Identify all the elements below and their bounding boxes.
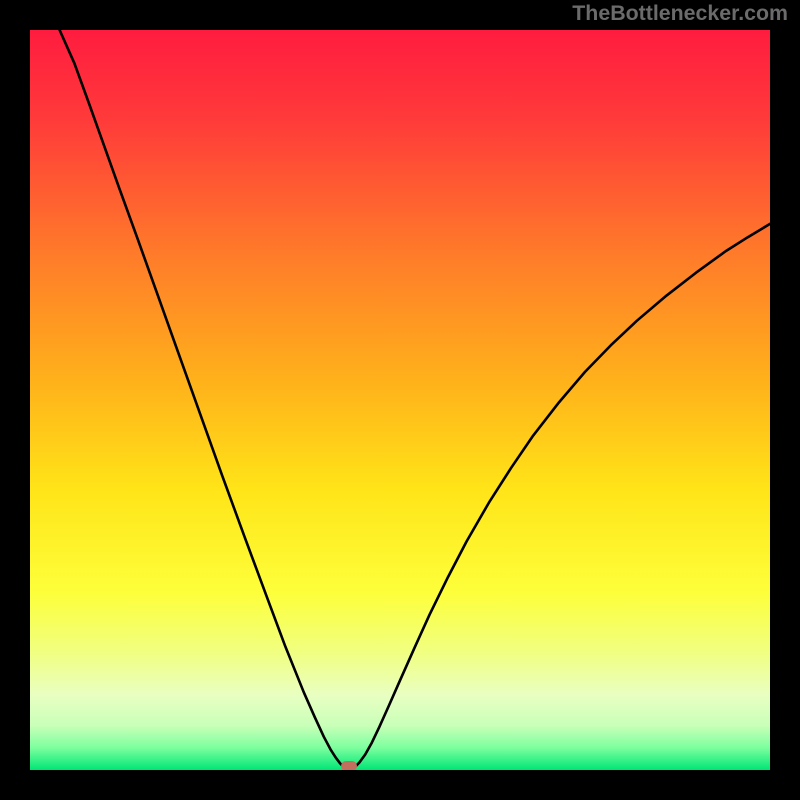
frame-border-left (0, 0, 30, 800)
watermark-text: TheBottlenecker.com (572, 1, 788, 26)
curve-layer (30, 30, 770, 770)
bathtub-curve (60, 30, 770, 769)
optimum-marker (341, 761, 357, 770)
frame-border-right (770, 0, 800, 800)
frame-border-bottom (0, 770, 800, 800)
chart-root: { "canvas": { "width": 800, "height": 80… (0, 0, 800, 800)
plot-area (30, 30, 770, 770)
